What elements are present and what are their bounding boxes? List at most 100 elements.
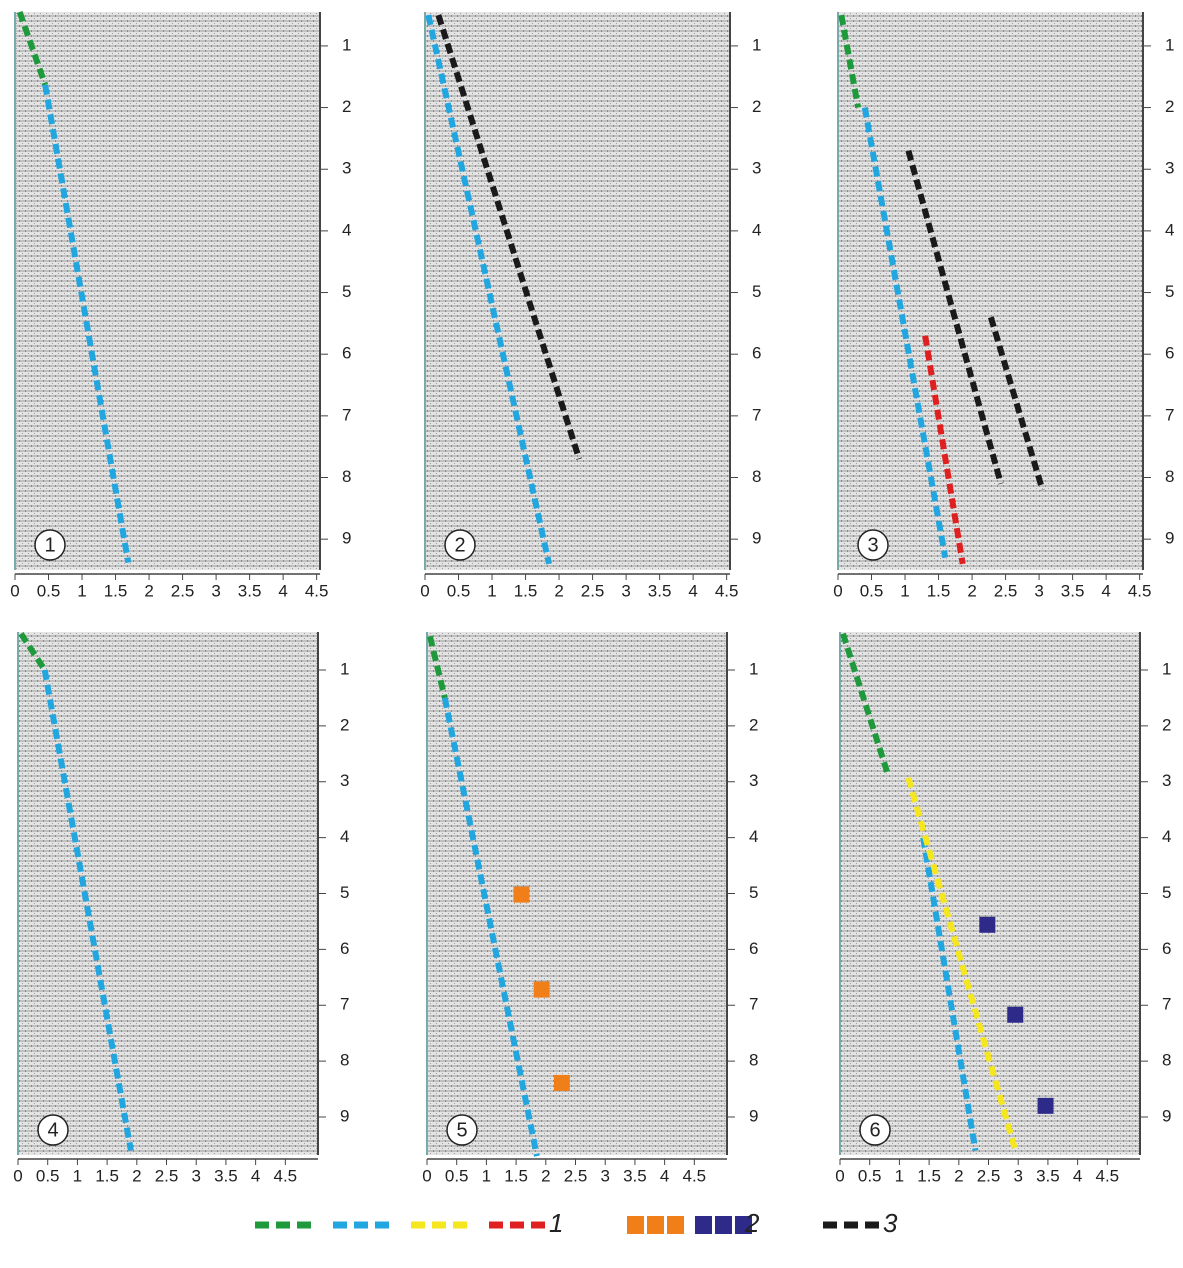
picked-line	[922, 335, 966, 565]
y-tick-label: 5	[752, 282, 761, 301]
y-tick-label: 9	[752, 529, 761, 548]
y-tick-label: 8	[1162, 1051, 1171, 1070]
panel-label: 1	[44, 534, 55, 556]
y-tick-label: 7	[342, 405, 351, 424]
x-tick-label: 3.5	[214, 1166, 238, 1185]
y-tick-label: 9	[1162, 1106, 1171, 1125]
trace-background	[425, 12, 730, 570]
x-tick-label: 4.5	[274, 1166, 298, 1185]
y-tick-label: 4	[752, 220, 761, 239]
y-tick-label: 6	[749, 939, 758, 958]
picked-line	[840, 632, 891, 776]
marker	[533, 981, 550, 998]
legend-swatch	[695, 1216, 712, 1234]
y-tick-label: 5	[342, 282, 351, 301]
y-tick-label: 3	[749, 771, 758, 790]
x-tick-label: 0.5	[858, 1166, 882, 1185]
legend-label: 2	[744, 1208, 760, 1238]
panel-label: 4	[47, 1119, 58, 1141]
y-tick-label: 8	[752, 467, 761, 486]
x-tick-label: 0.5	[37, 581, 61, 600]
x-tick-label: 2	[554, 581, 563, 600]
panel: 1 2 3 4 5 6 7 8 9 0 0.5 1 1.5 2 2.5 3 3.5 4 4.5 2	[420, 12, 761, 600]
marker	[513, 886, 530, 903]
picked-line	[905, 777, 1019, 1151]
picked-line	[425, 14, 552, 565]
x-tick-label: 3.5	[238, 581, 262, 600]
y-tick-label: 6	[340, 939, 349, 958]
panel-badge	[446, 1114, 478, 1146]
marker	[1037, 1097, 1054, 1114]
y-tick-label: 8	[749, 1051, 758, 1070]
x-tick-label: 1.5	[927, 581, 951, 600]
picked-line	[427, 635, 448, 699]
x-tick-label: 3	[621, 581, 630, 600]
x-tick-label: 4	[660, 1166, 669, 1185]
y-tick-label: 1	[342, 35, 351, 54]
trace-background	[838, 12, 1143, 570]
y-tick-label: 1	[1162, 659, 1171, 678]
y-tick-label: 7	[749, 995, 758, 1014]
picked-line	[41, 669, 134, 1152]
x-tick-label: 2.5	[155, 1166, 179, 1185]
picked-line	[42, 84, 132, 564]
x-tick-label: 0.5	[36, 1166, 60, 1185]
y-tick-label: 4	[340, 827, 349, 846]
y-tick-label: 7	[340, 995, 349, 1014]
x-tick-label: 0.5	[860, 581, 884, 600]
x-tick-label: 1.5	[504, 1166, 528, 1185]
y-tick-label: 7	[752, 405, 761, 424]
y-tick-label: 2	[340, 715, 349, 734]
y-tick-label: 2	[342, 97, 351, 116]
y-tick-label: 3	[752, 159, 761, 178]
y-tick-label: 8	[1165, 467, 1174, 486]
x-tick-label: 1	[482, 1166, 491, 1185]
x-tick-label: 1.5	[104, 581, 128, 600]
y-tick-label: 3	[340, 771, 349, 790]
marker	[553, 1074, 570, 1091]
y-tick-label: 6	[752, 344, 761, 363]
y-tick-label: 6	[1162, 939, 1171, 958]
x-tick-label: 4	[251, 1166, 260, 1185]
y-tick-label: 3	[342, 159, 351, 178]
x-tick-label: 4.5	[305, 581, 329, 600]
x-tick-label: 2.5	[977, 1166, 1001, 1185]
x-tick-label: 1.5	[514, 581, 538, 600]
x-tick-label: 1	[73, 1166, 82, 1185]
legend-swatch	[647, 1216, 664, 1234]
x-tick-label: 0.5	[445, 1166, 469, 1185]
x-tick-label: 3.5	[648, 581, 672, 600]
x-tick-label: 4.5	[715, 581, 739, 600]
x-tick-label: 4	[1101, 581, 1110, 600]
x-tick-label: 1	[895, 1166, 904, 1185]
y-tick-label: 5	[1165, 282, 1174, 301]
x-tick-label: 1	[77, 581, 86, 600]
x-tick-label: 4.5	[1096, 1166, 1120, 1185]
x-tick-label: 2.5	[581, 581, 605, 600]
y-tick-label: 6	[1165, 344, 1174, 363]
x-tick-label: 3.5	[1061, 581, 1085, 600]
y-tick-label: 5	[749, 883, 758, 902]
x-tick-label: 0	[10, 581, 19, 600]
x-tick-label: 3.5	[623, 1166, 647, 1185]
panel: 1 2 3 4 5 6 7 8 9 0 0.5 1 1.5 2 2.5 3 3.5 4 4.5 3	[833, 12, 1174, 600]
y-tick-label: 4	[1162, 827, 1171, 846]
x-tick-label: 4.5	[683, 1166, 707, 1185]
x-tick-label: 1.5	[917, 1166, 941, 1185]
panel-badge	[37, 1114, 69, 1146]
picked-line	[861, 107, 949, 559]
x-tick-label: 1	[487, 581, 496, 600]
y-tick-label: 2	[749, 715, 758, 734]
y-tick-label: 4	[1165, 220, 1174, 239]
y-tick-label: 1	[340, 659, 349, 678]
panel-badge	[859, 1114, 891, 1146]
legend-swatch	[667, 1216, 684, 1234]
y-tick-label: 2	[1165, 97, 1174, 116]
y-tick-label: 9	[340, 1106, 349, 1125]
x-tick-label: 1.5	[95, 1166, 119, 1185]
y-tick-label: 5	[340, 883, 349, 902]
y-tick-label: 4	[749, 827, 758, 846]
x-tick-label: 3	[600, 1166, 609, 1185]
panel: 1 2 3 4 5 6 7 8 9 0 0.5 1 1.5 2 2.5 3 3.5 4 4.5 5	[422, 632, 758, 1185]
panel-badge	[444, 529, 476, 561]
